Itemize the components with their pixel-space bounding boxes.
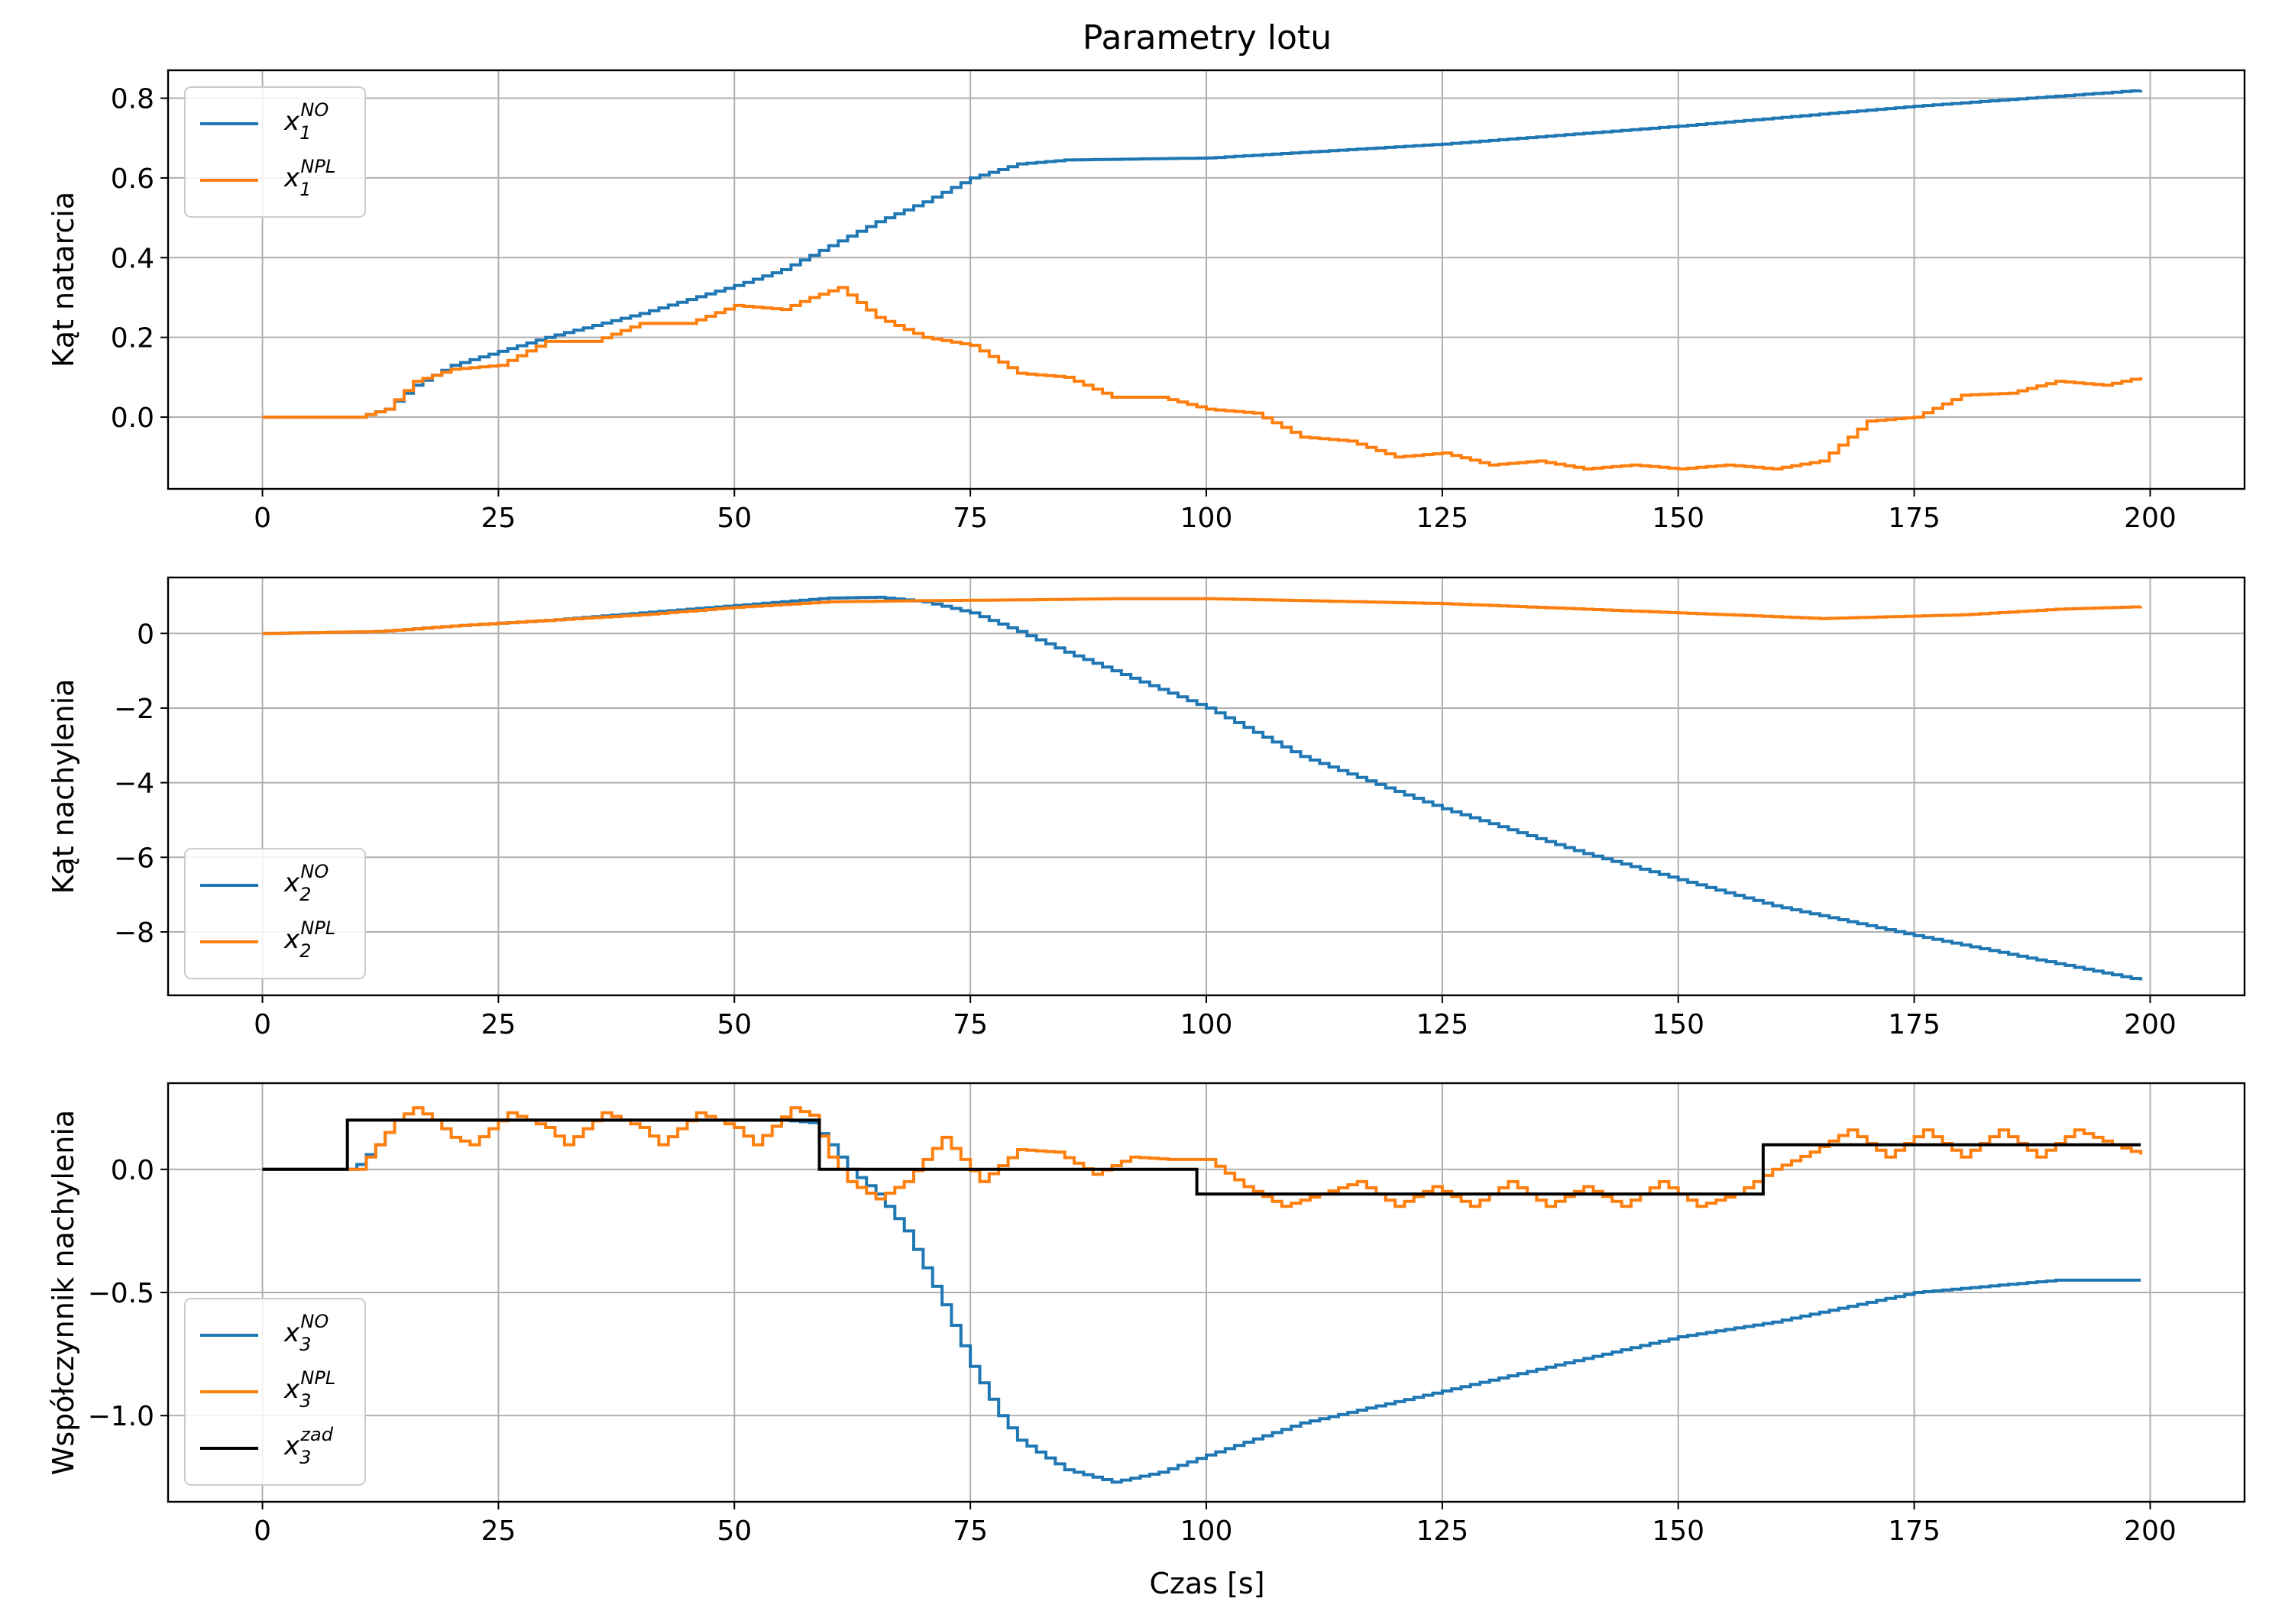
chart-title: Parametry lotu [1083, 18, 1332, 57]
x-axis-label: Czas [s] [1149, 1567, 1264, 1600]
legend-subscript: 2 [299, 940, 311, 962]
x-tick-label: 0 [254, 1516, 271, 1547]
legend-symbol: x [283, 1431, 300, 1461]
legend-symbol: x [283, 163, 300, 193]
x-tick-label: 25 [481, 1009, 516, 1040]
y-tick-label: 0 [137, 619, 154, 650]
legend-box [184, 1298, 366, 1486]
legend-entry-zad: x3zad [283, 1424, 334, 1468]
y-tick-label: −2 [114, 694, 154, 725]
y-tick-label: 0.2 [111, 323, 154, 354]
legend-symbol: x [283, 106, 300, 137]
legend-superscript: NO [300, 99, 329, 121]
legend-box [184, 848, 366, 979]
subplot-panels: 0 25 50 75 100 125 150 175 2000.00.20.40.60.8Kąt… [47, 69, 2246, 1547]
legend-entry-no: x1NO [283, 99, 329, 144]
series-line-npl [262, 1106, 2143, 1208]
x-tick-label: 125 [1416, 1009, 1469, 1040]
x-tick-label: 150 [1652, 1009, 1704, 1040]
legend-symbol: x [283, 924, 300, 955]
legend-entry-npl: x2NPL [283, 917, 335, 962]
x-tick-label: 25 [481, 503, 516, 534]
x-tick-label: 75 [953, 503, 988, 534]
y-tick-label: 0.0 [111, 1155, 154, 1186]
series-line-npl [262, 286, 2143, 471]
x-tick-label: 25 [481, 1516, 516, 1547]
legend-subscript: 2 [299, 884, 311, 905]
x-tick-label: 75 [953, 1009, 988, 1040]
y-tick-label: 0.0 [111, 403, 154, 434]
axes-frame [167, 576, 2246, 997]
legend-symbol: x [283, 1318, 300, 1348]
legend-entry-npl: x3NPL [283, 1367, 335, 1412]
series-line-npl [262, 597, 2143, 636]
y-axis-label: Kąt natarcia [47, 192, 80, 367]
subplot-2: 0 25 50 75 100 125 150 175 200 0 −2 −4 −6 −8 Kąt nachy… [47, 576, 2246, 1040]
legend-subscript: 3 [299, 1390, 311, 1412]
series-group [262, 1106, 2143, 1484]
y-tick-label: −8 [114, 917, 154, 949]
legend-box [184, 86, 366, 218]
x-tick-label: 200 [2124, 1009, 2177, 1040]
y-tick-label: −0.5 [88, 1278, 154, 1309]
legend-entry-no: x2NO [283, 861, 329, 905]
x-tick-label: 100 [1180, 503, 1233, 534]
y-tick-label: −1.0 [88, 1401, 154, 1432]
x-tick-label: 175 [1888, 1516, 1940, 1547]
x-tick-label: 150 [1652, 503, 1704, 534]
axes-frame [167, 69, 2246, 490]
x-tick-label: 125 [1416, 1516, 1469, 1547]
x-tick-label: 0 [254, 503, 271, 534]
legend-superscript: NPL [300, 156, 335, 177]
legend-superscript: zad [299, 1424, 333, 1445]
y-axis-label: Kąt nachylenia [47, 679, 80, 894]
x-tick-label: 150 [1652, 1516, 1704, 1547]
series-line-zad [262, 1118, 2141, 1196]
x-tick-label: 175 [1888, 1009, 1940, 1040]
y-tick-label: −6 [114, 843, 154, 874]
x-tick-label: 200 [2124, 503, 2177, 534]
x-tick-label: 200 [2124, 1516, 2177, 1547]
legend-symbol: x [283, 868, 300, 898]
legend-subscript: 1 [299, 122, 311, 144]
legend-subscript: 3 [299, 1334, 311, 1355]
y-tick-label: −4 [114, 768, 154, 800]
x-tick-label: 50 [717, 1516, 752, 1547]
x-tick-label: 175 [1888, 503, 1940, 534]
legend-superscript: NPL [300, 917, 335, 939]
legend-entry-npl: x1NPL [283, 156, 335, 200]
x-tick-label: 50 [717, 503, 752, 534]
x-tick-label: 125 [1416, 503, 1469, 534]
series-group [262, 89, 2143, 471]
subplot-1: 0 25 50 75 100 125 150 175 200 0.0 0.2 0.4 0.6 0.8 Kąt… [47, 69, 2246, 534]
series-line-no [262, 89, 2143, 419]
legend-entry-no: x3NO [283, 1311, 329, 1355]
subplot-3: 0 25 50 75 100 125 150 175 200 0.0 −0.5 −1.0 Współcz… [47, 1082, 2246, 1547]
legend-subscript: 1 [299, 179, 311, 200]
axes-frame [167, 1082, 2246, 1503]
y-tick-label: 0.8 [111, 84, 154, 115]
x-tick-label: 50 [717, 1009, 752, 1040]
legend-superscript: NO [300, 1311, 329, 1332]
legend-superscript: NO [300, 861, 329, 882]
legend-superscript: NPL [300, 1367, 335, 1389]
series-group [262, 595, 2143, 981]
x-tick-label: 75 [953, 1516, 988, 1547]
legend-subscript: 3 [299, 1447, 311, 1468]
legend-symbol: x [283, 1374, 300, 1405]
x-tick-label: 0 [254, 1009, 271, 1040]
y-tick-label: 0.4 [111, 243, 154, 274]
x-tick-label: 100 [1180, 1009, 1233, 1040]
y-tick-label: 0.6 [111, 163, 154, 195]
x-tick-label: 100 [1180, 1516, 1233, 1547]
y-axis-label: Współczynnik nachylenia [47, 1110, 80, 1475]
